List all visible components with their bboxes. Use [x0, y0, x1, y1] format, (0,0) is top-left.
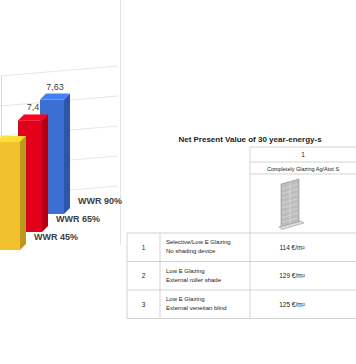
frame-line — [120, 0, 121, 245]
row-glazing: Selective/Low E Glazing — [166, 239, 231, 245]
row-shading: No shading device — [166, 248, 216, 254]
bar-side — [42, 114, 48, 232]
bar-3d — [0, 136, 26, 250]
row-shading: External venetian blind — [166, 305, 227, 311]
row-glazing: Low E Glazing — [166, 296, 205, 302]
table-line — [250, 233, 251, 319]
bar-side — [64, 94, 70, 214]
category-label: WWR 65% — [56, 214, 100, 224]
table-line — [250, 162, 356, 163]
table-line — [250, 147, 251, 233]
icon-line — [290, 182, 291, 225]
header-label: Completely Glazing Ag/Atot S — [267, 166, 339, 172]
row-glazing: Low E Glazing — [166, 268, 205, 274]
table: Net Present Value of 30 year-energy-s 1 Co… — [127, 135, 356, 319]
category-label: WWR 45% — [34, 232, 78, 242]
labels: WWR 90% 7,63 WWR 65% 7,4 WWR 45% — [27, 82, 122, 242]
icon-panel — [281, 179, 299, 227]
table-line — [127, 261, 356, 262]
table-line — [127, 318, 356, 319]
data-label: 7,63 — [46, 82, 64, 92]
bar-side — [20, 136, 26, 250]
table-line — [160, 233, 161, 319]
glazing-icon — [279, 179, 304, 230]
bar — [0, 142, 20, 250]
bar-top — [40, 94, 70, 100]
table-line — [250, 174, 356, 175]
table-line — [127, 233, 128, 319]
table-line — [250, 147, 356, 148]
bar-top — [18, 114, 48, 120]
table-title: Net Present Value of 30 year-energy-s — [178, 135, 322, 144]
row-number: 2 — [142, 272, 146, 279]
category-label: WWR 90% — [78, 196, 122, 206]
row-number: 3 — [142, 301, 146, 308]
data-label: 7,4 — [27, 102, 40, 112]
table-line — [127, 233, 356, 234]
row-value: 125 €/m² — [279, 301, 305, 308]
bar-top — [0, 136, 26, 142]
row-value: 114 €/m² — [279, 244, 305, 251]
bars — [0, 94, 70, 250]
canvas: WWR 90% 7,63 WWR 65% 7,4 WWR 45% Net Present … — [0, 0, 356, 364]
row-value: 129 €/m² — [279, 272, 305, 279]
row-shading: External roller shade — [166, 277, 222, 283]
header-number: 1 — [301, 151, 305, 158]
table-line — [127, 290, 356, 291]
grid-line — [0, 66, 118, 76]
icon-base — [279, 221, 304, 230]
row-number: 1 — [142, 244, 146, 251]
